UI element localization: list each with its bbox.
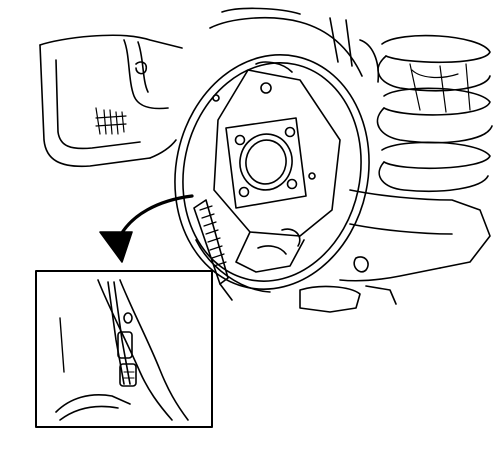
axle-housing: [300, 190, 490, 312]
callout-arrow: [100, 196, 192, 262]
body-panel: [40, 35, 182, 166]
backing-plate: [154, 37, 391, 308]
parking-brake-cable: [194, 200, 232, 300]
suspension-mount: [210, 8, 378, 82]
detail-inset: [36, 271, 212, 427]
coil-spring: [377, 36, 492, 192]
